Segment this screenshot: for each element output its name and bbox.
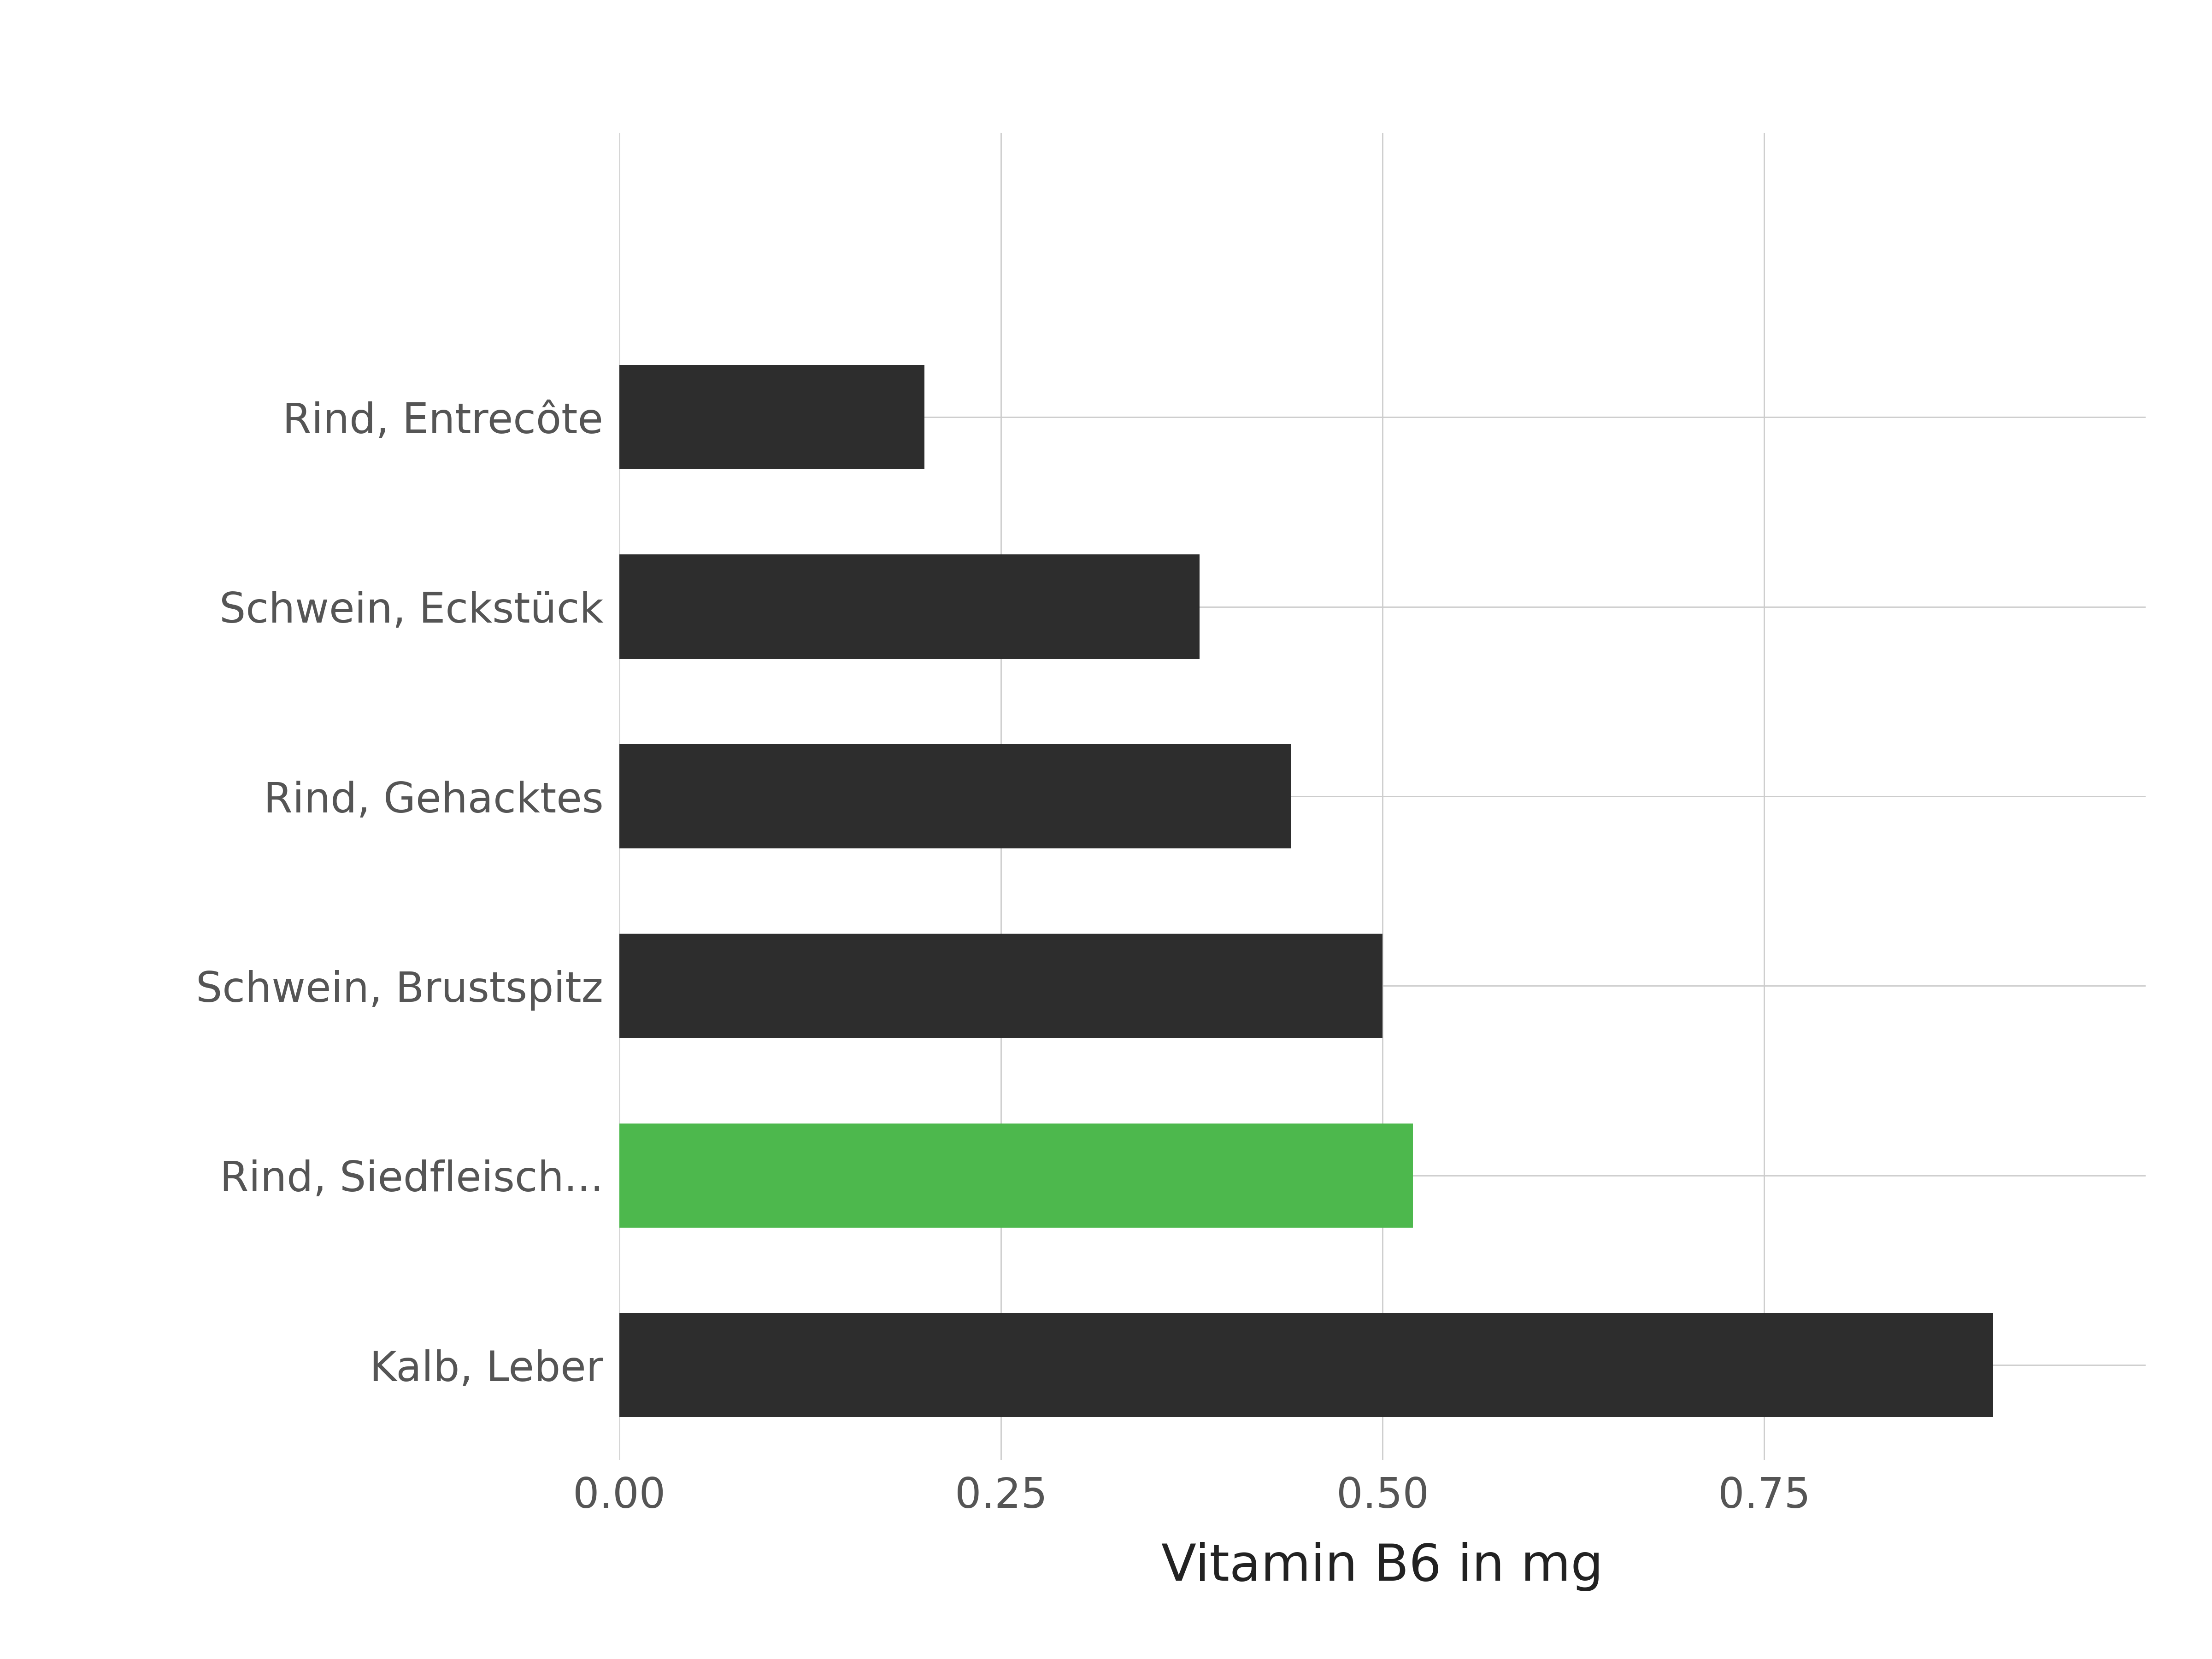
X-axis label: Vitamin B6 in mg: Vitamin B6 in mg	[1161, 1543, 1604, 1591]
Bar	[619, 554, 1199, 659]
Bar	[619, 934, 1382, 1039]
Bar	[619, 365, 925, 469]
Bar	[619, 1312, 1993, 1417]
Bar	[619, 1123, 1413, 1228]
Bar	[619, 745, 1292, 848]
